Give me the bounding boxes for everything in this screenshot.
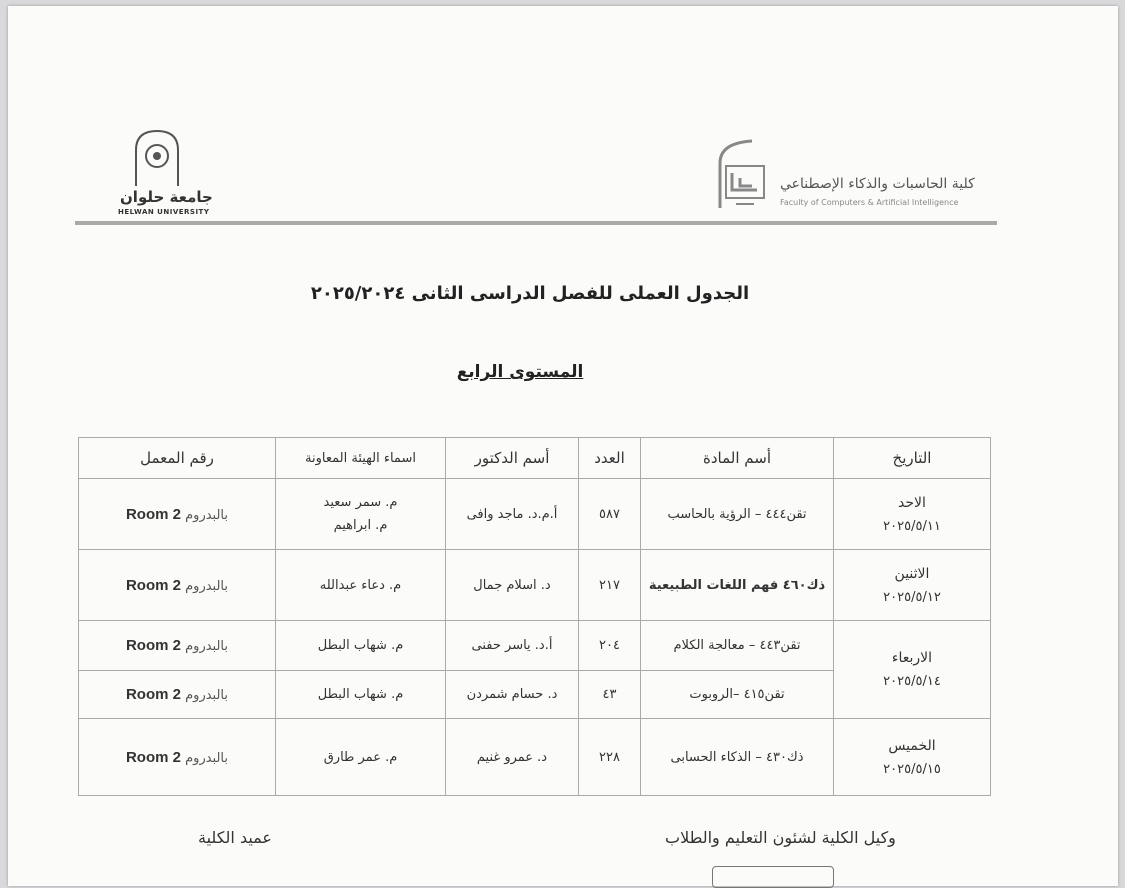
university-name-en: HELWAN UNIVERSITY (118, 208, 210, 216)
table-row: الاحد ٢٠٢٥/٥/١١ تقن٤٤٤ – الرؤية بالحاسب ٥… (78, 478, 991, 550)
header-lab: رقم المعمل (78, 437, 276, 479)
schedule-table: التاريخ أسم المادة العدد أسم الدكتور اسم… (78, 437, 991, 796)
count-cell: ٥٨٧ (578, 478, 641, 550)
doctor-cell: د. عمرو غنيم (445, 718, 579, 796)
header-assistants: اسماء الهيئة المعاونة (275, 437, 446, 479)
subject-cell: ذك٤٣٠ – الذكاء الحسابى (640, 718, 834, 796)
faculty-name-en: Faculty of Computers & Artificial Intell… (780, 198, 959, 207)
subject-cell: تقن٤١٥ –الروبوت (640, 670, 834, 719)
level-heading: المستوى الرابع (456, 362, 584, 382)
header-divider (75, 221, 997, 225)
count-cell: ٢٠٤ (578, 620, 641, 671)
count-cell: ٢٢٨ (578, 718, 641, 796)
table-row: الاربعاء ٢٠٢٥/٥/١٤ تقن٤٤٣ – معالجة الكلام… (78, 620, 991, 719)
count-cell: ٢١٧ (578, 549, 641, 621)
document-title: الجدول العملى للفصل الدراسى الثانى ٢٠٢٥/… (310, 283, 750, 304)
doctor-cell: أ.م.د. ماجد وافى (445, 478, 579, 550)
header-count: العدد (578, 437, 641, 479)
date-cell: الاحد ٢٠٢٥/٥/١١ (833, 478, 991, 550)
table-row: الاثنين ٢٠٢٥/٥/١٢ ذك٤٦٠ فهم اللغات الطبيع… (78, 549, 991, 621)
header-date: التاريخ (833, 437, 991, 479)
subject-cell: تقن٤٤٤ – الرؤية بالحاسب (640, 478, 834, 550)
university-name-ar: جامعة حلوان (120, 188, 213, 206)
vice-dean-signature-label: وكيل الكلية لشئون التعليم والطلاب (665, 828, 896, 847)
table-row: الخميس ٢٠٢٥/٥/١٥ ذك٤٣٠ – الذكاء الحسابى ٢… (78, 718, 991, 796)
header-subject: أسم المادة (640, 437, 834, 479)
assistants-cell: م. سمر سعيد م. ابراهيم (275, 478, 446, 550)
dean-signature-label: عميد الكلية (198, 828, 272, 847)
assistants-cell: م. شهاب البطل (275, 670, 446, 719)
lab-cell: بالبدروم Room 2 (78, 478, 276, 550)
doctor-cell: أ.د. ياسر حفنى (445, 620, 579, 671)
date-cell: الاثنين ٢٠٢٥/٥/١٢ (833, 549, 991, 621)
stamp (712, 866, 834, 888)
faculty-logo (718, 139, 765, 208)
assistants-cell: م. عمر طارق (275, 718, 446, 796)
date-cell: الخميس ٢٠٢٥/٥/١٥ (833, 718, 991, 796)
table-header-row: التاريخ أسم المادة العدد أسم الدكتور اسم… (78, 437, 991, 479)
doctor-cell: د. حسام شمردن (445, 670, 579, 719)
faculty-name-ar: كلية الحاسبات والذكاء الإصطناعي (780, 176, 975, 192)
doctor-cell: د. اسلام جمال (445, 549, 579, 621)
lab-cell: بالبدروم Room 2 (78, 549, 276, 621)
assistants-cell: م. دعاء عبدالله (275, 549, 446, 621)
university-logo (135, 129, 179, 186)
lab-cell: بالبدروم Room 2 (78, 620, 276, 671)
count-cell: ٤٣ (578, 670, 641, 719)
assistants-cell: م. شهاب البطل (275, 620, 446, 671)
header-doctor: أسم الدكتور (445, 437, 579, 479)
subject-cell: تقن٤٤٣ – معالجة الكلام (640, 620, 834, 671)
lab-cell: بالبدروم Room 2 (78, 670, 276, 719)
lab-cell: بالبدروم Room 2 (78, 718, 276, 796)
date-cell: الاربعاء ٢٠٢٥/٥/١٤ (833, 620, 991, 719)
subject-cell: ذك٤٦٠ فهم اللغات الطبيعية (640, 549, 834, 621)
